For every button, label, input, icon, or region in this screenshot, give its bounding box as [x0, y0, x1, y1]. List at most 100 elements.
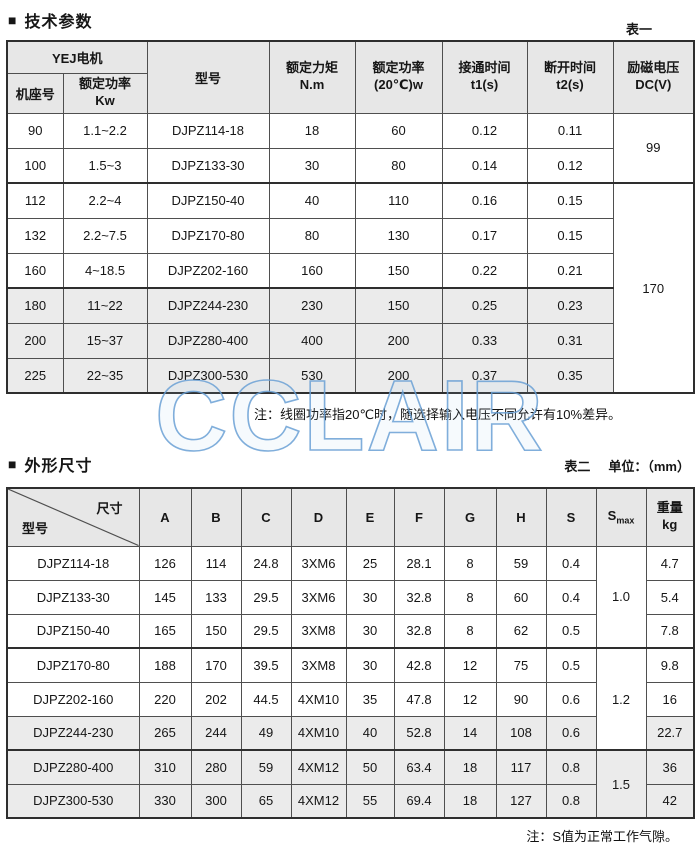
dim-cell: 30 — [345, 647, 395, 683]
dim-cell: 29.5 — [240, 613, 292, 649]
model-cell: DJPZ280-400 — [146, 322, 270, 359]
dim-cell: 244 — [190, 715, 242, 751]
dim-cell: 40 — [345, 715, 395, 751]
dim-cell: 35 — [345, 681, 395, 717]
table2-note: 注：S值为正常工作气隙。 — [526, 829, 678, 844]
table-row: 160 4~18.5 DJPZ202-160 160 150 0.22 0.21 — [6, 252, 694, 289]
dim-cell: 14 — [443, 715, 497, 751]
smax-cell: 1.0 — [595, 545, 647, 649]
dim-cell: 24.8 — [240, 545, 292, 581]
dim-cell: 18 — [443, 783, 497, 819]
dim-cell: 12 — [443, 681, 497, 717]
dim-cell: 4XM12 — [290, 749, 347, 785]
model-cell: DJPZ300-530 — [6, 783, 140, 819]
dim-cell: 50 — [345, 749, 395, 785]
dim-cell: 0.4 — [545, 579, 597, 615]
square-bullet-icon: ■ — [8, 12, 18, 28]
dim-cell: 28.1 — [393, 545, 445, 581]
dim-cell: 30 — [345, 579, 395, 615]
corner-model-label: 型号 — [22, 520, 49, 536]
dim-cell: 32.8 — [393, 579, 445, 615]
t2-cell: 0.35 — [526, 357, 614, 394]
header-rated-torque: 额定力矩 N.m — [268, 40, 356, 114]
dim-cell: 127 — [495, 783, 547, 819]
model-cell: DJPZ170-80 — [6, 647, 140, 683]
dim-cell: 4XM10 — [290, 715, 347, 751]
header-weight: 重量 kg — [645, 487, 695, 547]
dim-cell: 3XM6 — [290, 579, 347, 615]
table2-caption: 表二 单位：（mm） — [564, 456, 690, 475]
dim-cell: 170 — [190, 647, 242, 683]
frame-cell: 180 — [6, 287, 64, 324]
table-row: DJPZ170-80 188 170 39.5 3XM8 30 42.8 12 … — [6, 647, 695, 751]
header-dim-a: A — [138, 487, 192, 547]
square-bullet-icon: ■ — [8, 456, 18, 472]
torque-cell: 160 — [268, 252, 356, 289]
header-dim-e: E — [345, 487, 395, 547]
table-row: 225 22~35 DJPZ300-530 530 200 0.37 0.35 — [6, 357, 694, 394]
dim-cell: 126 — [138, 545, 192, 581]
dim-cell: 0.8 — [545, 749, 597, 785]
section1-title-text: 技术参数 — [24, 14, 93, 31]
t2-cell: 0.11 — [526, 112, 614, 149]
t2-cell: 0.23 — [526, 287, 614, 324]
header-rated-power-w: 额定功率 (20℃)w — [354, 40, 443, 114]
t2-cell: 0.12 — [526, 147, 614, 184]
dim-cell: 3XM6 — [290, 545, 347, 581]
table-row: 100 1.5~3 DJPZ133-30 30 80 0.14 0.12 — [6, 147, 694, 184]
header-release-time: 断开时间 t2(s) — [526, 40, 614, 114]
voltage-cell: 170 — [612, 182, 695, 394]
dim-cell: 3XM8 — [290, 613, 347, 649]
torque-cell: 40 — [268, 182, 356, 219]
dim-cell: 65 — [240, 783, 292, 819]
dim-cell: 280 — [190, 749, 242, 785]
header-yej-motor: YEJ电机 — [6, 40, 148, 74]
header-dim-g: G — [443, 487, 497, 547]
dim-cell: 8 — [443, 545, 497, 581]
header-model: 型号 — [146, 40, 270, 114]
smax-cell: 1.2 — [595, 647, 647, 751]
dim-cell: 0.6 — [545, 681, 597, 717]
t1-cell: 0.14 — [441, 147, 528, 184]
power-range-cell: 2.2~4 — [62, 182, 148, 219]
table-row: DJPZ202-160 220 202 44.5 4XM10 35 47.8 1… — [6, 681, 695, 717]
power-range-cell: 1.5~3 — [62, 147, 148, 184]
t1-cell: 0.25 — [441, 287, 528, 324]
frame-cell: 200 — [6, 322, 64, 359]
weight-cell: 5.4 — [645, 579, 695, 615]
header-dim-h: H — [495, 487, 547, 547]
unit-label: 单位：（mm） — [608, 459, 690, 474]
dim-cell: 8 — [443, 579, 497, 615]
table-row: DJPZ150-40 165 150 29.5 3XM8 30 32.8 8 6… — [6, 613, 695, 649]
torque-cell: 30 — [268, 147, 356, 184]
dim-cell: 0.5 — [545, 647, 597, 683]
header-dim-s: S — [545, 487, 597, 547]
header-dim-b: B — [190, 487, 242, 547]
dim-cell: 49 — [240, 715, 292, 751]
model-cell: DJPZ300-530 — [146, 357, 270, 394]
dim-cell: 0.4 — [545, 545, 597, 581]
model-cell: DJPZ150-40 — [146, 182, 270, 219]
table-row: DJPZ280-400 310 280 59 4XM12 50 63.4 18 … — [6, 749, 695, 819]
t2-cell: 0.15 — [526, 182, 614, 219]
model-cell: DJPZ170-80 — [146, 217, 270, 254]
dim-cell: 188 — [138, 647, 192, 683]
header-frame-no: 机座号 — [6, 72, 64, 114]
table-row: DJPZ114-18 126 114 24.8 3XM6 25 28.1 8 5… — [6, 545, 695, 649]
section2-title-text: 外形尺寸 — [24, 458, 93, 475]
table-row: 180 11~22 DJPZ244-230 230 150 0.25 0.23 — [6, 287, 694, 324]
dim-cell: 108 — [495, 715, 547, 751]
dim-cell: 47.8 — [393, 681, 445, 717]
dim-cell: 90 — [495, 681, 547, 717]
table-row: DJPZ300-530 330 300 65 4XM12 55 69.4 18 … — [6, 783, 695, 819]
model-cell: DJPZ202-160 — [6, 681, 140, 717]
t2-cell: 0.21 — [526, 252, 614, 289]
dim-cell: 300 — [190, 783, 242, 819]
dim-cell: 150 — [190, 613, 242, 649]
dim-cell: 0.5 — [545, 613, 597, 649]
table1-label: 表一 — [625, 22, 652, 37]
frame-cell: 160 — [6, 252, 64, 289]
header-dim-f: F — [393, 487, 445, 547]
power-w-cell: 150 — [354, 287, 443, 324]
smax-base: S — [607, 508, 617, 524]
